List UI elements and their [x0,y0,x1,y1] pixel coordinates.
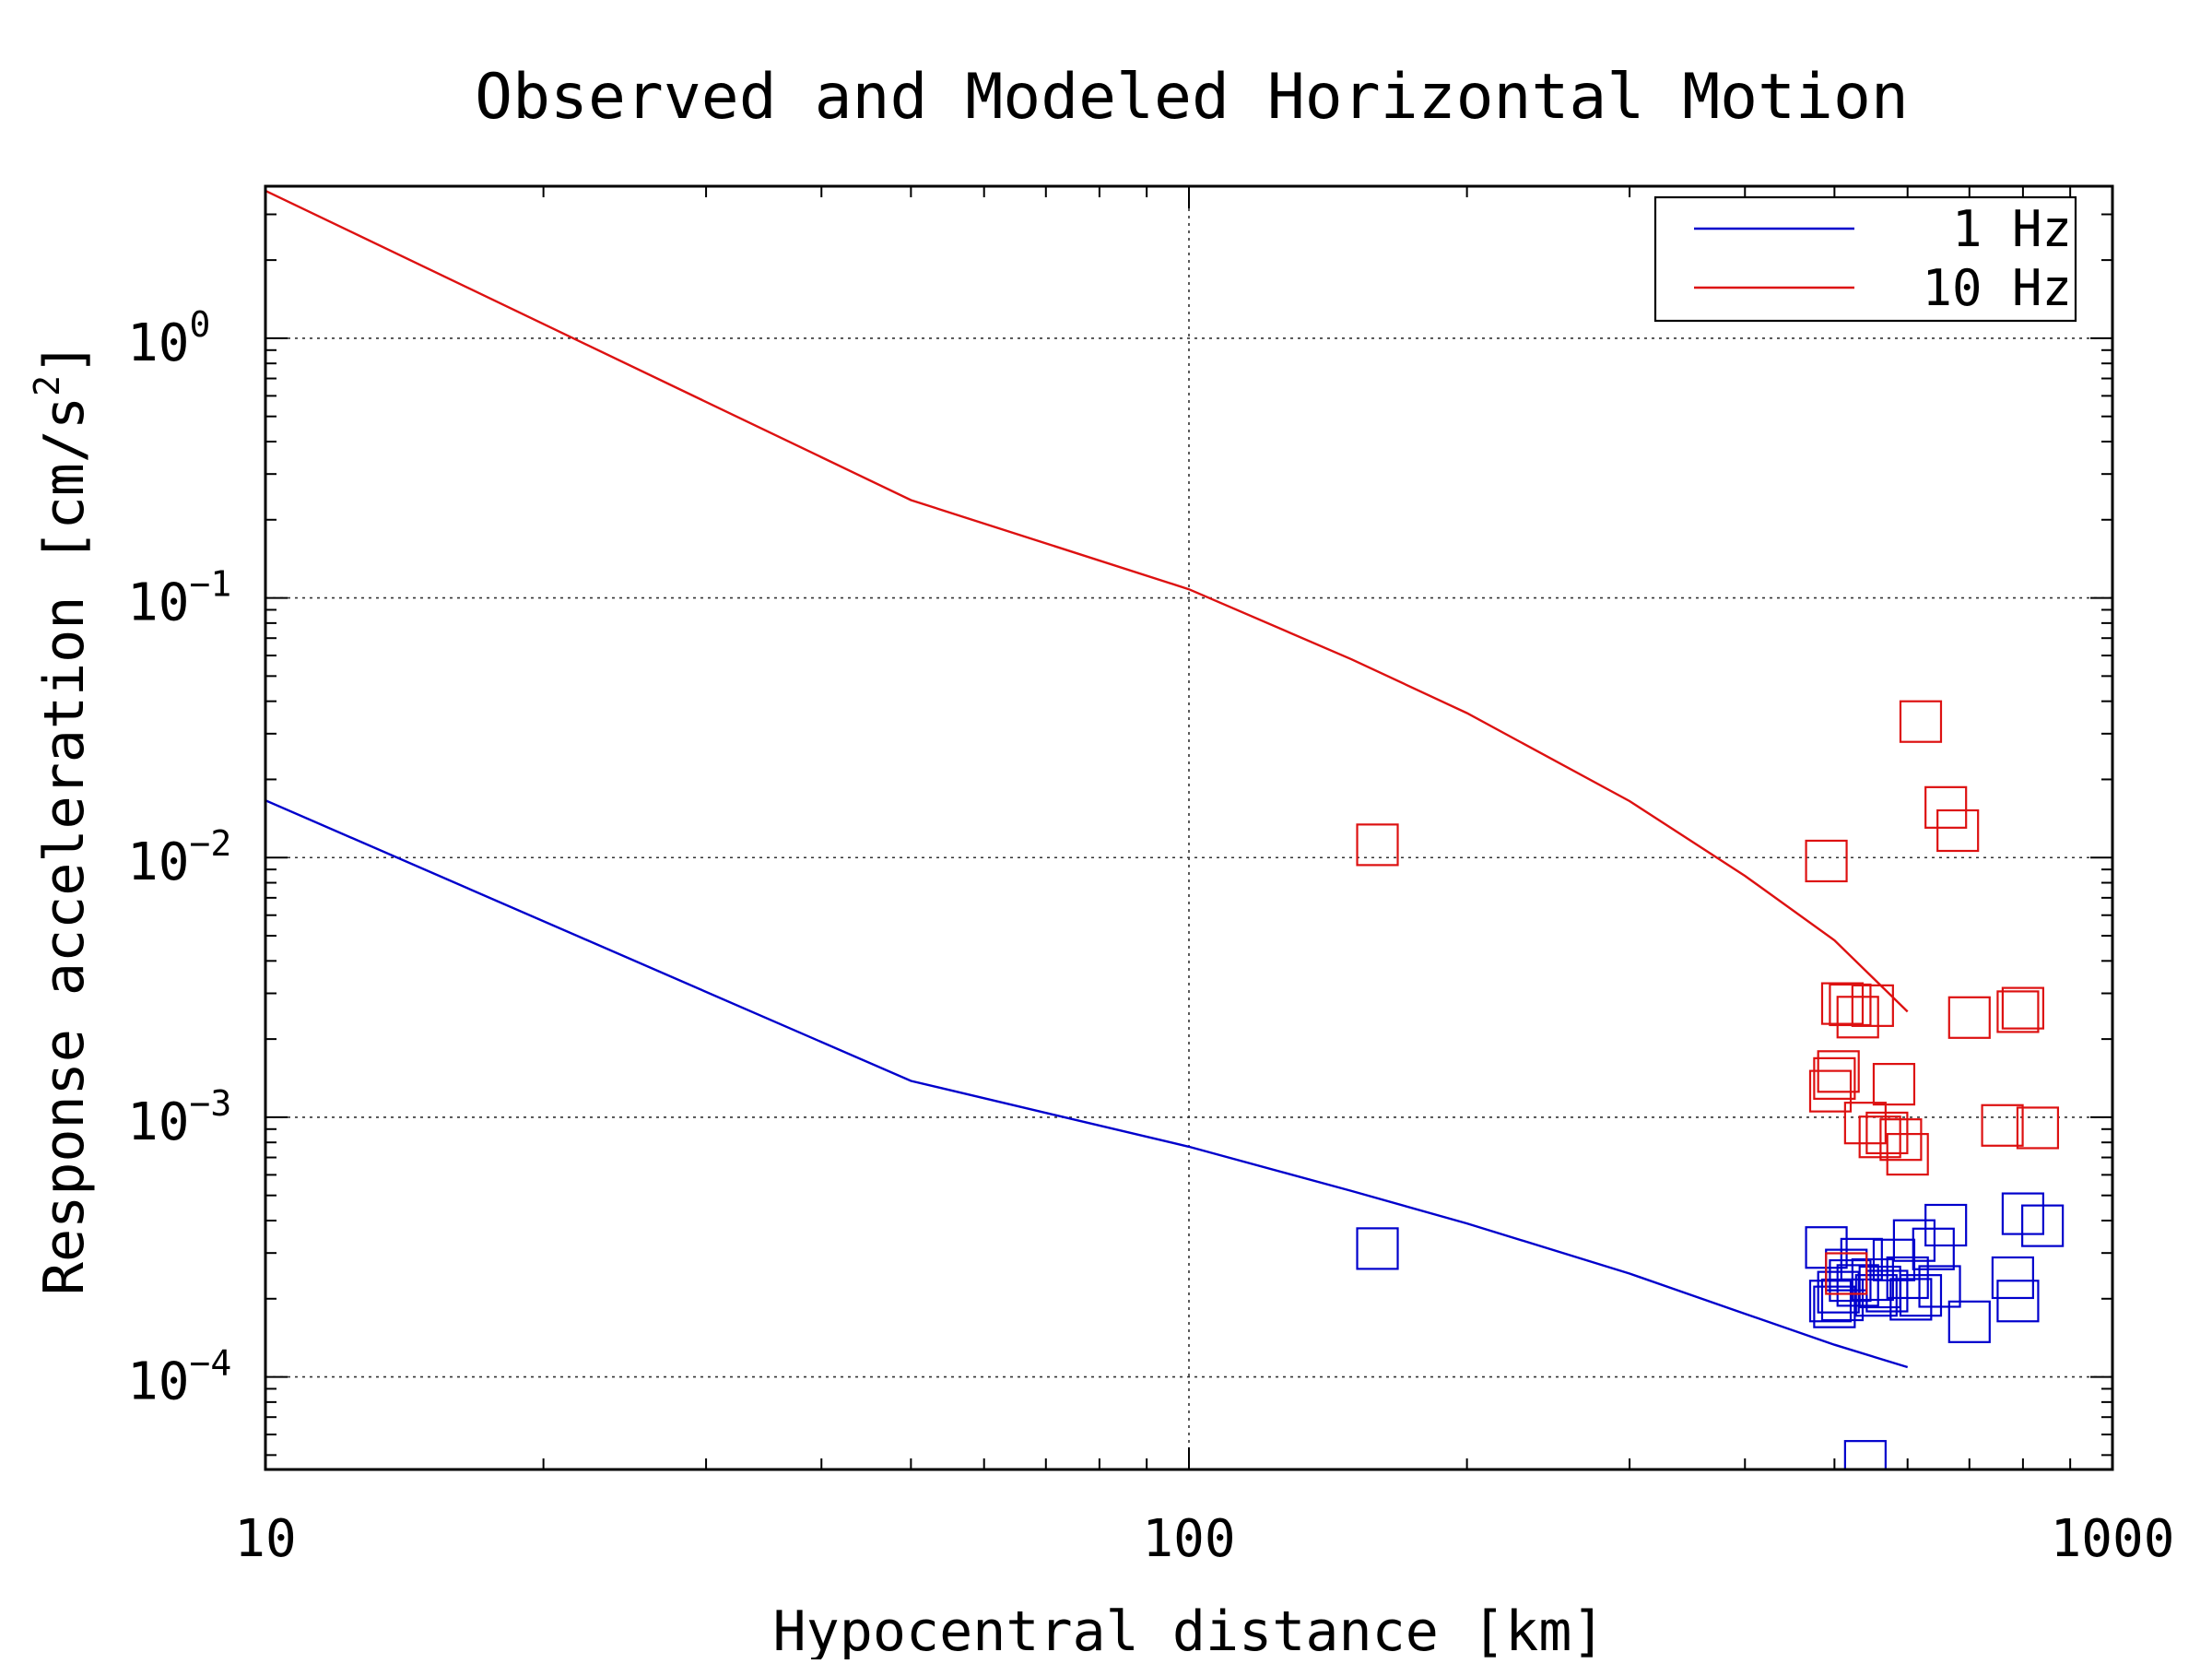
observed-point-10-hz [1924,785,1968,829]
y-tick-label-exponent: −2 [189,823,231,864]
observed-point-10-hz [1813,1056,1856,1100]
observed-point-1-hz [2021,1204,2065,1247]
chart-title: Observed and Modeled Horizontal Motion [475,61,1909,134]
x-tick-label: 1000 [2051,1509,2175,1569]
observed-point-10-hz [1820,982,1865,1025]
observed-point-10-hz [1851,984,1894,1027]
observed-point-10-hz [1872,1063,1916,1106]
x-axis-label: Hypocentral distance [km] [772,1599,1605,1659]
observed-point-10-hz [1843,1102,1887,1145]
y-tick-label: 10−3 [127,1083,231,1152]
observed-point-1-hz [1886,1256,1929,1300]
model-line-1-hz [265,799,1909,1369]
observed-point-1-hz [1918,1265,1961,1308]
y-tick-label-base: 10 [127,573,189,633]
x-tick-label: 100 [1142,1509,1235,1569]
gridlines [265,186,2112,1469]
y-tick-label-exponent: −1 [189,564,231,605]
plot-frame [264,184,2114,1471]
observed-point-1-hz [1854,1274,1898,1317]
y-axis-label-superscript: 2 [27,375,67,396]
legend-label-1-hz: 1 Hz [1952,200,2072,258]
y-axis-label-suffix: ] [32,342,97,375]
observed-point-10-hz [1356,823,1399,867]
y-axis-label: Response acceleration [cm/s2] [27,342,97,1295]
observed-point-1-hz [1836,1264,1879,1307]
y-tick-label: 100 [127,304,210,373]
observed-point-1-hz [1996,1280,2040,1323]
y-axis-label-main: Response acceleration [cm/s [32,396,97,1295]
y-tick-label-exponent: −4 [189,1343,231,1384]
observed-point-10-hz [1805,839,1848,883]
observed-point-1-hz [1899,1274,1943,1317]
y-tick-label-base: 10 [127,1092,189,1152]
observed-point-10-hz [1936,808,1980,853]
observed-point-10-hz [1886,1132,1929,1176]
observed-point-10-hz [2001,986,2044,1030]
observed-point-10-hz [1996,990,2040,1033]
observed-point-1-hz [1829,1258,1872,1303]
observed-point-1-hz [1912,1227,1955,1270]
data-layer [265,189,2065,1469]
observed-point-10-hz [1947,996,1991,1039]
observed-point-1-hz [1991,1256,2034,1300]
legend-box [1653,195,2077,323]
y-tick-label-base: 10 [127,832,189,892]
y-tick-label-base: 10 [127,1352,189,1412]
observed-point-10-hz [1899,700,1943,743]
legend-label-10-hz: 10 Hz [1922,259,2072,317]
model-line-10-hz [265,189,1909,1013]
observed-point-10-hz [1825,1252,1868,1295]
y-tick-label-base: 10 [127,313,189,373]
observed-point-1-hz [1356,1227,1399,1270]
observed-point-10-hz [1981,1103,2024,1147]
y-tick-label-exponent: 0 [189,304,210,345]
observed-point-1-hz [1889,1278,1933,1321]
observed-point-10-hz [1879,1118,1923,1162]
observed-point-1-hz [1924,1203,1968,1247]
observed-point-10-hz [1817,1050,1860,1093]
observed-point-10-hz [2016,1106,2060,1150]
observed-point-10-hz [1829,983,1872,1027]
y-tick-label: 10−4 [127,1343,231,1412]
y-tick-label: 10−1 [127,564,231,633]
axis-ticks [265,186,2112,1469]
observed-point-1-hz [1813,1285,1856,1328]
y-tick-label: 10−2 [127,823,231,892]
observed-point-10-hz [1836,996,1879,1039]
observed-point-1-hz [1947,1300,1991,1343]
x-tick-label: 10 [234,1509,296,1569]
observed-point-1-hz [1892,1219,1936,1262]
y-tick-label-exponent: −3 [189,1083,231,1124]
observed-point-1-hz [1843,1440,1887,1469]
